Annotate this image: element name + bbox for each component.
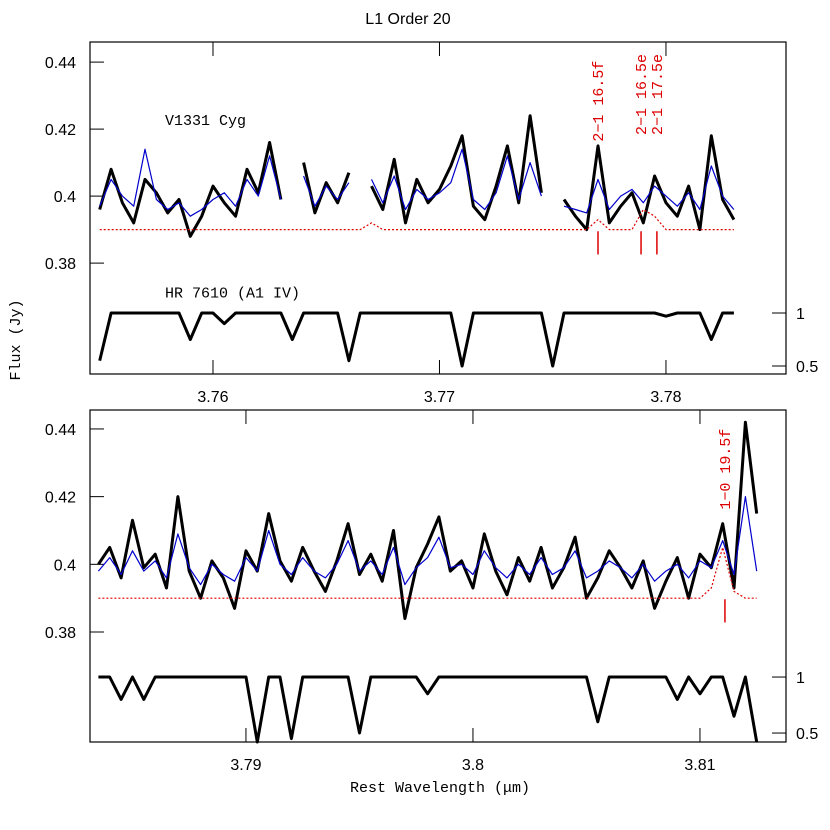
x-tick-label: 3.81 (684, 757, 715, 774)
x-tick-label: 3.78 (650, 389, 681, 406)
y-tick-label: 0.44 (45, 55, 76, 72)
spectrum-line (99, 208, 734, 231)
x-tick-label: 3.77 (424, 389, 455, 406)
series-label: HR 7610 (A1 IV) (165, 286, 300, 303)
spectrum-line (98, 114, 736, 238)
spectrum-line (99, 148, 735, 217)
x-tick-label: 3.76 (197, 389, 228, 406)
x-tick-label: 3.79 (230, 757, 261, 774)
y-tick-label: 0.44 (45, 422, 76, 439)
y-tick-label: 0.42 (45, 490, 76, 507)
spectrum-line (98, 675, 759, 744)
spectrum-line (98, 311, 734, 368)
y2-tick-label: 1 (796, 670, 805, 687)
line-id-label: 2−1 16.5e (634, 54, 651, 135)
y-tick-label: 0.42 (45, 122, 76, 139)
line-id-label: 1−0 19.5f (718, 429, 735, 510)
plot-frame (89, 409, 787, 743)
y-tick-label: 0.38 (45, 256, 76, 273)
y2-tick-label: 0.5 (796, 726, 818, 743)
chart-title: L1 Order 20 (365, 11, 450, 28)
y-tick-label: 0.38 (45, 625, 76, 642)
spectrum-line (97, 496, 758, 586)
x-axis-label: Rest Wavelength (μm) (350, 780, 530, 797)
spectrum-line (98, 546, 757, 599)
spectrum-line (97, 420, 759, 620)
x-tick-label: 3.8 (462, 757, 484, 774)
line-id-label: 2−1 17.5e (650, 54, 667, 135)
y-tick-label: 0.4 (54, 557, 76, 574)
y2-tick-label: 0.5 (796, 359, 818, 376)
series-label: V1331 Cyg (165, 113, 246, 130)
y2-tick-label: 1 (796, 306, 805, 323)
plot-frame (89, 41, 787, 375)
y-axis-label: Flux (Jy) (8, 299, 25, 380)
line-id-label: 2−1 16.5f (591, 61, 608, 142)
y-tick-label: 0.4 (54, 189, 76, 206)
